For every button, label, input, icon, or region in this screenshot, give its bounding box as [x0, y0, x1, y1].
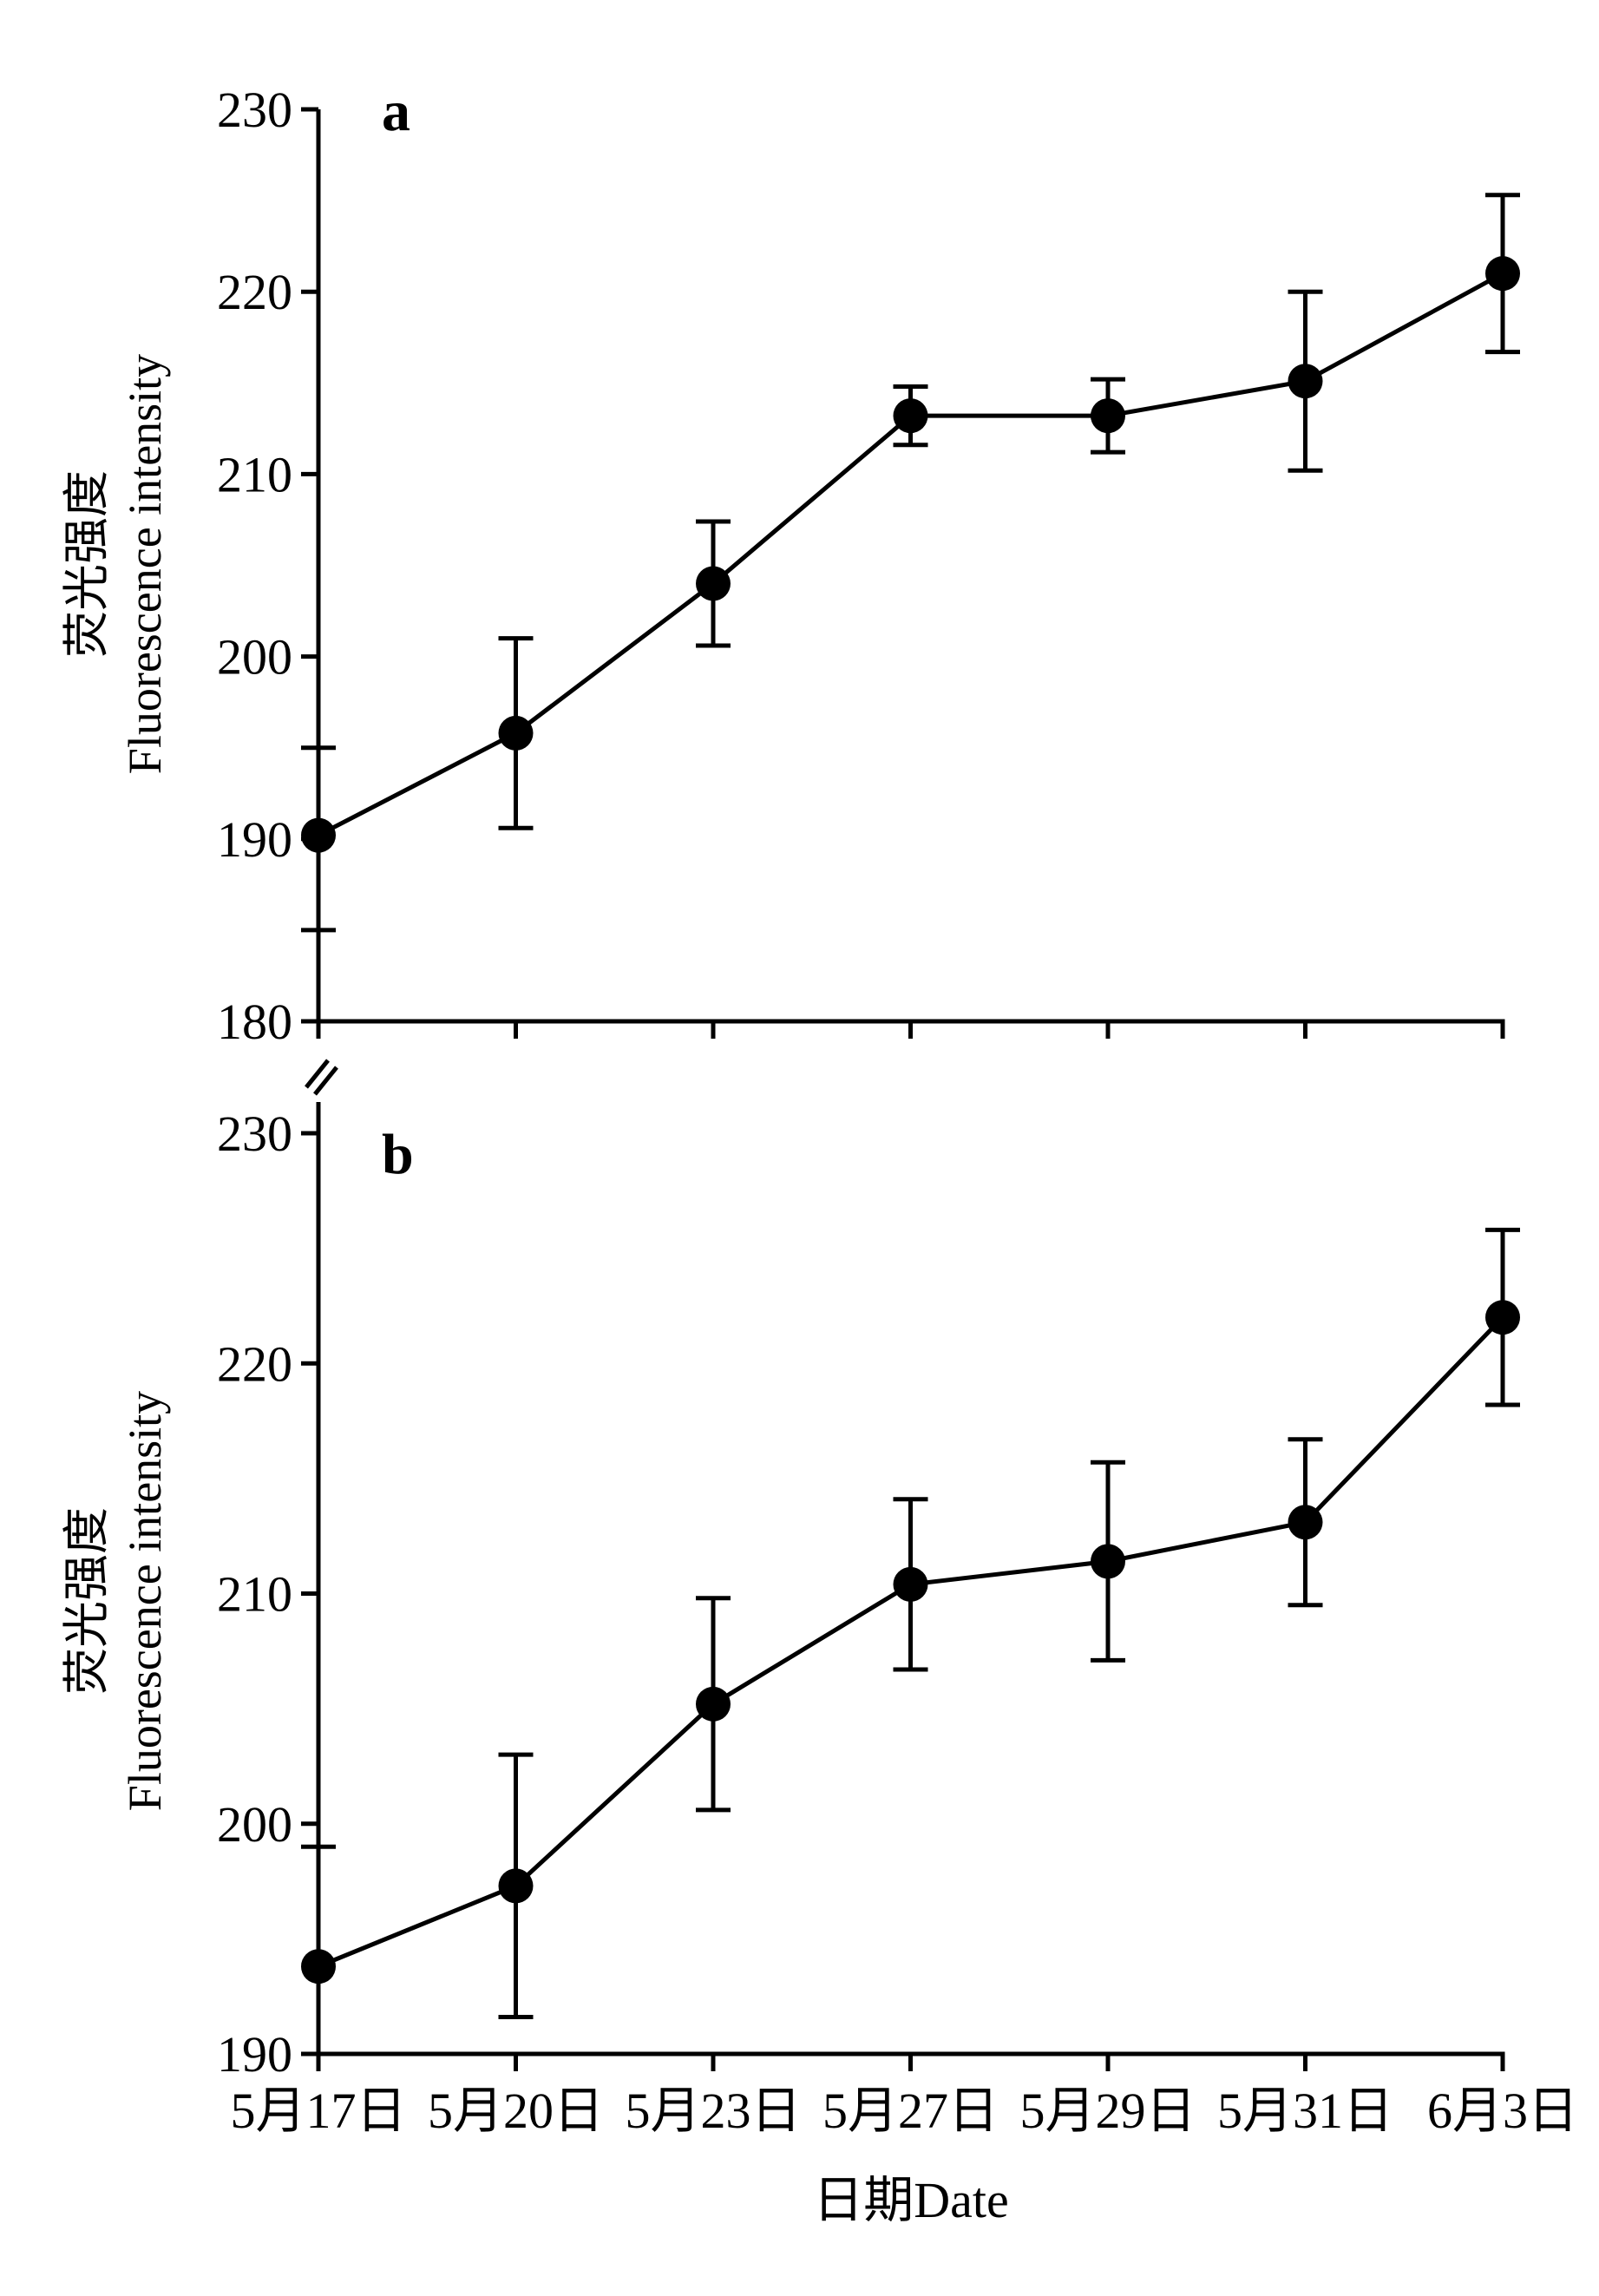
data-point — [1288, 1505, 1323, 1540]
y-tick-label: 230 — [217, 1105, 292, 1162]
x-axis-label: 日期Date — [813, 2172, 1009, 2228]
x-tick-label: 5月20日 — [428, 2083, 604, 2139]
data-point — [498, 1868, 534, 1904]
y-tick-label: 180 — [217, 994, 292, 1050]
y-axis-label: 荧光强度 Fluorescence intensity — [61, 354, 171, 774]
y-axis-label: 荧光强度 Fluorescence intensity — [61, 1391, 171, 1811]
panel-label: b — [382, 1123, 414, 1186]
y-axis-label-line1: 荧光强度 — [61, 470, 113, 658]
data-point — [696, 566, 731, 601]
data-point — [893, 1566, 928, 1602]
data-point — [301, 817, 336, 853]
panel-label: a — [382, 80, 410, 143]
y-tick-label: 210 — [217, 446, 292, 502]
y-tick-label: 190 — [217, 2026, 292, 2083]
x-tick-label: 5月31日 — [1217, 2083, 1393, 2139]
x-tick-label: 6月3日 — [1427, 2083, 1578, 2139]
data-point — [1288, 364, 1323, 399]
y-axis-label-line2: Fluorescence intensity — [119, 1391, 171, 1811]
y-tick-label: 220 — [217, 1335, 292, 1392]
y-tick-label: 200 — [217, 629, 292, 686]
x-tick-label: 5月17日 — [230, 2083, 406, 2139]
y-axis-label-line2: Fluorescence intensity — [119, 354, 171, 774]
data-point — [696, 1686, 731, 1722]
data-point — [1485, 256, 1520, 292]
y-tick-label: 230 — [217, 82, 292, 138]
x-tick-label: 5月27日 — [822, 2083, 999, 2139]
panel-b: 190 200 210 220 230 5月17日 5月20日 5月23日 5月27日 5月29日… — [61, 1102, 1578, 2139]
data-point — [1091, 1544, 1125, 1579]
x-tick-label: 5月23日 — [625, 2083, 801, 2139]
y-axis-label-line1: 荧光强度 — [61, 1507, 113, 1695]
axis-break-marker — [305, 1059, 338, 1096]
y-tick-label: 200 — [217, 1796, 292, 1853]
data-point — [498, 715, 534, 751]
data-point — [301, 1949, 336, 1984]
y-tick-label: 190 — [217, 811, 292, 868]
y-tick-label: 220 — [217, 264, 292, 320]
y-tick-label: 210 — [217, 1566, 292, 1623]
data-point — [1091, 398, 1125, 434]
x-tick-label: 5月29日 — [1019, 2083, 1196, 2139]
series-line — [317, 271, 1504, 837]
data-point — [893, 398, 928, 434]
panel-a: 180 190 200 210 220 230 荧光强度 Fluorescence inten… — [61, 80, 1520, 1050]
data-point — [1485, 1300, 1520, 1335]
